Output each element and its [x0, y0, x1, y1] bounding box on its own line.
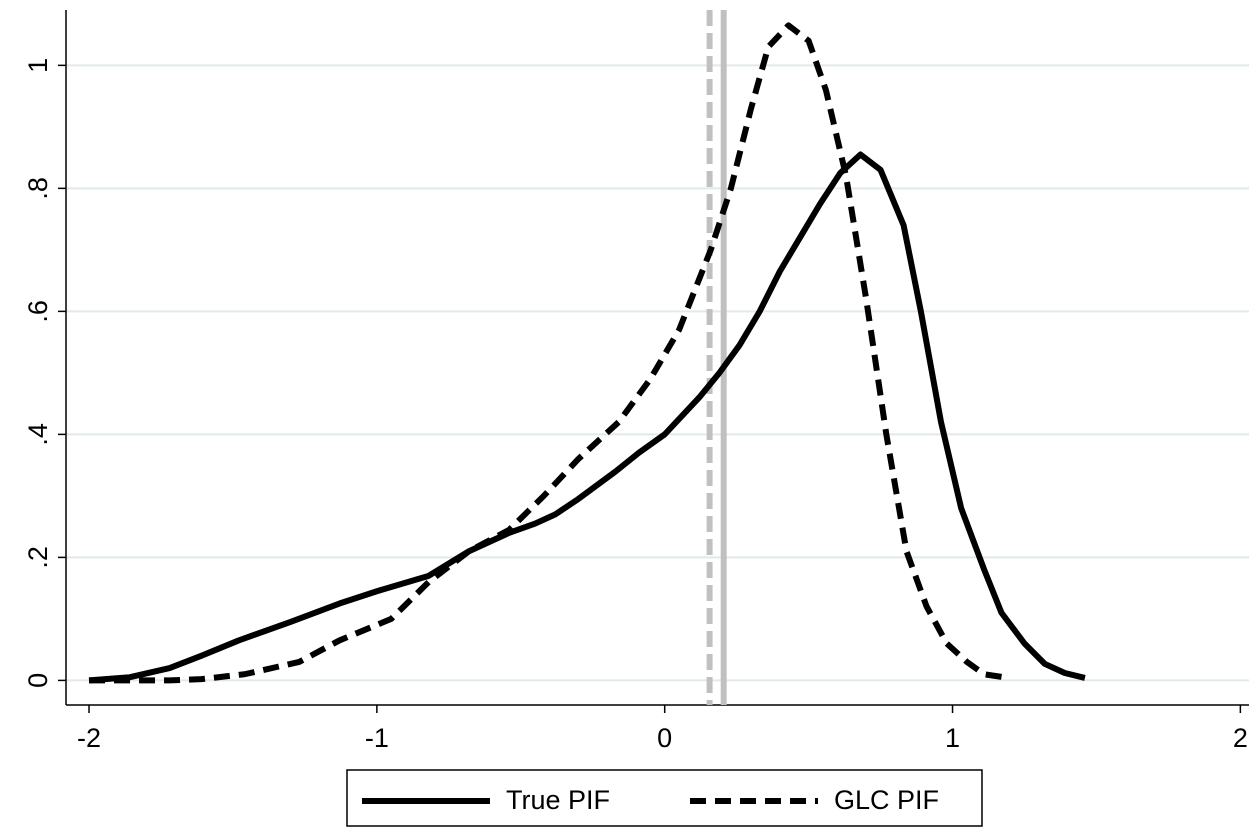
x-tick-label: -1 [365, 723, 389, 753]
series-line [88, 151, 1086, 684]
series-line [89, 22, 1005, 684]
x-tick-label: 2 [1233, 723, 1248, 753]
y-tick-label: .4 [23, 423, 53, 446]
x-tick-label: 0 [657, 723, 672, 753]
y-tick-label: 1 [23, 58, 53, 73]
x-tick-label: -2 [77, 723, 101, 753]
legend-label: GLC PIF [834, 785, 939, 815]
y-tick-label: 0 [23, 673, 53, 688]
legend-label: True PIF [506, 785, 610, 815]
y-tick-label: .6 [23, 300, 53, 323]
y-tick-label: .8 [23, 177, 53, 200]
y-tick-label: .2 [23, 546, 53, 569]
x-tick-label: 1 [945, 723, 960, 753]
